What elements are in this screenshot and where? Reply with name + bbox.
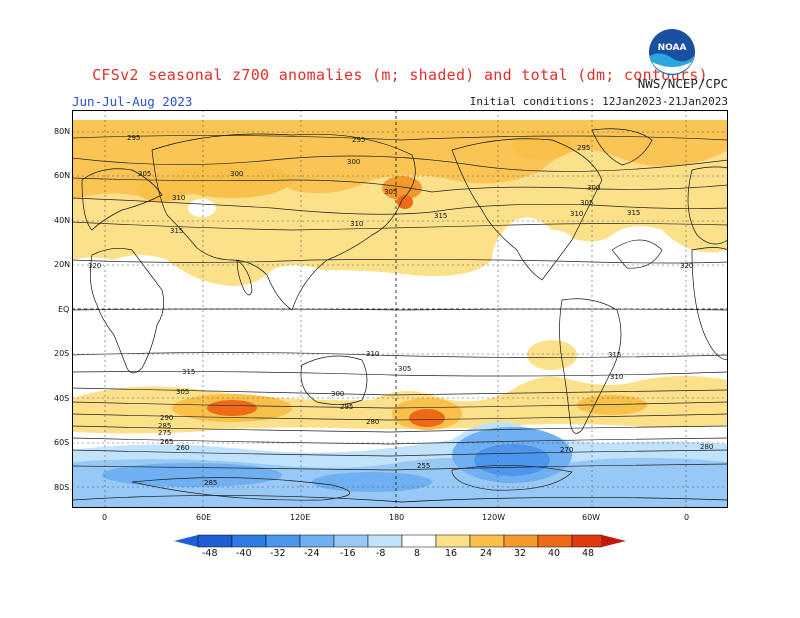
contour-label: 255 xyxy=(417,462,430,470)
lon-label: 0 xyxy=(102,513,108,522)
colorbar-label: -8 xyxy=(376,548,386,559)
contour-label: 310 xyxy=(610,373,623,381)
contour-label: 310 xyxy=(570,210,583,218)
contour-label: 270 xyxy=(560,446,573,454)
contour-label: 305 xyxy=(138,170,151,178)
map-plot: 295 295 295 300 300 300 305 305 305 310 … xyxy=(72,110,728,508)
contour-label: 310 xyxy=(366,350,379,358)
lon-label: 60E xyxy=(196,513,212,522)
contour-label: 295 xyxy=(577,144,590,152)
lat-label: 40N xyxy=(54,216,71,225)
agency-label: NWS/NCEP/CPC xyxy=(637,76,728,91)
colorbar-label: 8 xyxy=(414,548,421,559)
contour-label: 275 xyxy=(158,429,171,437)
map-frame xyxy=(72,110,728,508)
contour-label: 320 xyxy=(88,262,101,270)
contour-label: 295 xyxy=(127,134,140,142)
coastlines xyxy=(72,128,728,503)
lat-label: 60S xyxy=(54,438,70,447)
season-label: Jun-Jul-Aug 2023 xyxy=(72,94,193,109)
logo-text: NOAA xyxy=(658,43,687,53)
contour-label: 285 xyxy=(158,422,171,430)
lon-label: 120W xyxy=(482,513,506,522)
lon-label: 60W xyxy=(582,513,601,522)
colorbar-label: -40 xyxy=(236,548,252,559)
contour-label: 305 xyxy=(580,199,593,207)
colorbar-label: -16 xyxy=(340,548,356,559)
sh-anomaly-shading xyxy=(72,340,728,434)
colorbar-label: 16 xyxy=(445,548,458,559)
colorbar-label: 40 xyxy=(548,548,561,559)
nh-anomaly-shading xyxy=(72,120,728,286)
contour-label: 315 xyxy=(182,368,195,376)
lat-label: 80N xyxy=(54,127,71,136)
lat-label: 80S xyxy=(54,483,70,492)
colorbar-label: 24 xyxy=(480,548,493,559)
contour-label: 285 xyxy=(204,479,217,487)
contour-label: 265 xyxy=(160,438,173,446)
contour-label: 280 xyxy=(366,418,379,426)
lat-label: 20S xyxy=(54,349,70,358)
contour-label: 310 xyxy=(172,194,185,202)
colorbar-arrow-left xyxy=(174,535,198,547)
contour-label: 315 xyxy=(608,351,621,359)
contour-label: 310 xyxy=(350,220,363,228)
lat-label: 40S xyxy=(54,394,70,403)
contour-label: 305 xyxy=(176,388,189,396)
contour-label: 300 xyxy=(347,158,360,166)
contour-label: 260 xyxy=(176,444,189,452)
colorbar-label: -32 xyxy=(270,548,286,559)
contour-label: 280 xyxy=(700,443,713,451)
contour-label: 300 xyxy=(230,170,243,178)
chart-title: CFSv2 seasonal z700 anomalies (m; shaded… xyxy=(92,66,708,84)
lon-label: 0 xyxy=(684,513,690,522)
lat-label: 60N xyxy=(54,171,71,180)
contour-label: 295 xyxy=(352,136,365,144)
initial-conditions-label: Initial conditions: 12Jan2023-21Jan2023 xyxy=(469,95,728,108)
contour-label: 320 xyxy=(680,262,693,270)
contour-label: 305 xyxy=(398,365,411,373)
contour-label: 305 xyxy=(384,188,397,196)
contour-label: 315 xyxy=(170,227,183,235)
colorbar-label: 32 xyxy=(514,548,527,559)
lon-label: 180 xyxy=(389,513,405,522)
colorbar-label: 48 xyxy=(582,548,595,559)
contour-label: 300 xyxy=(331,390,344,398)
contour-label: 300 xyxy=(587,184,600,192)
noaa-logo: NOAA xyxy=(649,29,695,75)
lon-label: 120E xyxy=(290,513,311,522)
lat-label: 20N xyxy=(54,260,71,269)
contours xyxy=(72,135,728,501)
colorbar-label: -48 xyxy=(202,548,218,559)
contour-label-group: 295 295 295 300 300 300 305 305 305 310 … xyxy=(88,134,713,487)
colorbar-arrow-right xyxy=(602,535,626,547)
lat-label: EQ xyxy=(58,305,70,314)
contour-label: 315 xyxy=(627,209,640,217)
contour-label: 295 xyxy=(340,403,353,411)
contour-label: 290 xyxy=(160,414,173,422)
colorbar-label: -24 xyxy=(304,548,320,559)
contour-label: 315 xyxy=(434,212,447,220)
colorbar xyxy=(174,534,626,548)
